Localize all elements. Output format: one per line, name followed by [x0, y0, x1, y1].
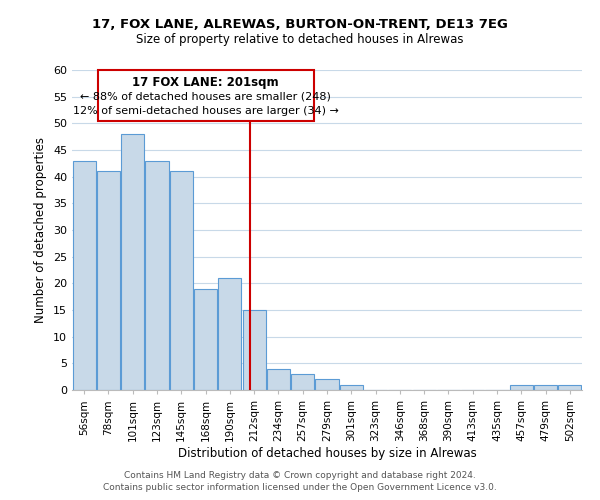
Text: 17, FOX LANE, ALREWAS, BURTON-ON-TRENT, DE13 7EG: 17, FOX LANE, ALREWAS, BURTON-ON-TRENT, … [92, 18, 508, 30]
Bar [194, 288, 217, 390]
Bar [145, 160, 169, 390]
Bar [121, 134, 144, 390]
Text: ← 88% of detached houses are smaller (248): ← 88% of detached houses are smaller (24… [80, 92, 331, 102]
Text: Size of property relative to detached houses in Alrewas: Size of property relative to detached ho… [136, 32, 464, 46]
X-axis label: Distribution of detached houses by size in Alrewas: Distribution of detached houses by size … [178, 446, 476, 460]
Y-axis label: Number of detached properties: Number of detached properties [34, 137, 47, 323]
Text: Contains public sector information licensed under the Open Government Licence v3: Contains public sector information licen… [103, 484, 497, 492]
Bar [559, 384, 581, 390]
Bar [534, 384, 557, 390]
Bar [267, 368, 290, 390]
Bar [218, 278, 241, 390]
Bar [316, 380, 338, 390]
FancyBboxPatch shape [97, 70, 314, 120]
Bar [97, 172, 120, 390]
Bar [340, 384, 363, 390]
Bar [73, 160, 95, 390]
Bar [170, 172, 193, 390]
Text: Contains HM Land Registry data © Crown copyright and database right 2024.: Contains HM Land Registry data © Crown c… [124, 471, 476, 480]
Bar [510, 384, 533, 390]
Bar [242, 310, 266, 390]
Text: 17 FOX LANE: 201sqm: 17 FOX LANE: 201sqm [132, 76, 279, 90]
Bar [291, 374, 314, 390]
Text: 12% of semi-detached houses are larger (34) →: 12% of semi-detached houses are larger (… [73, 106, 338, 117]
